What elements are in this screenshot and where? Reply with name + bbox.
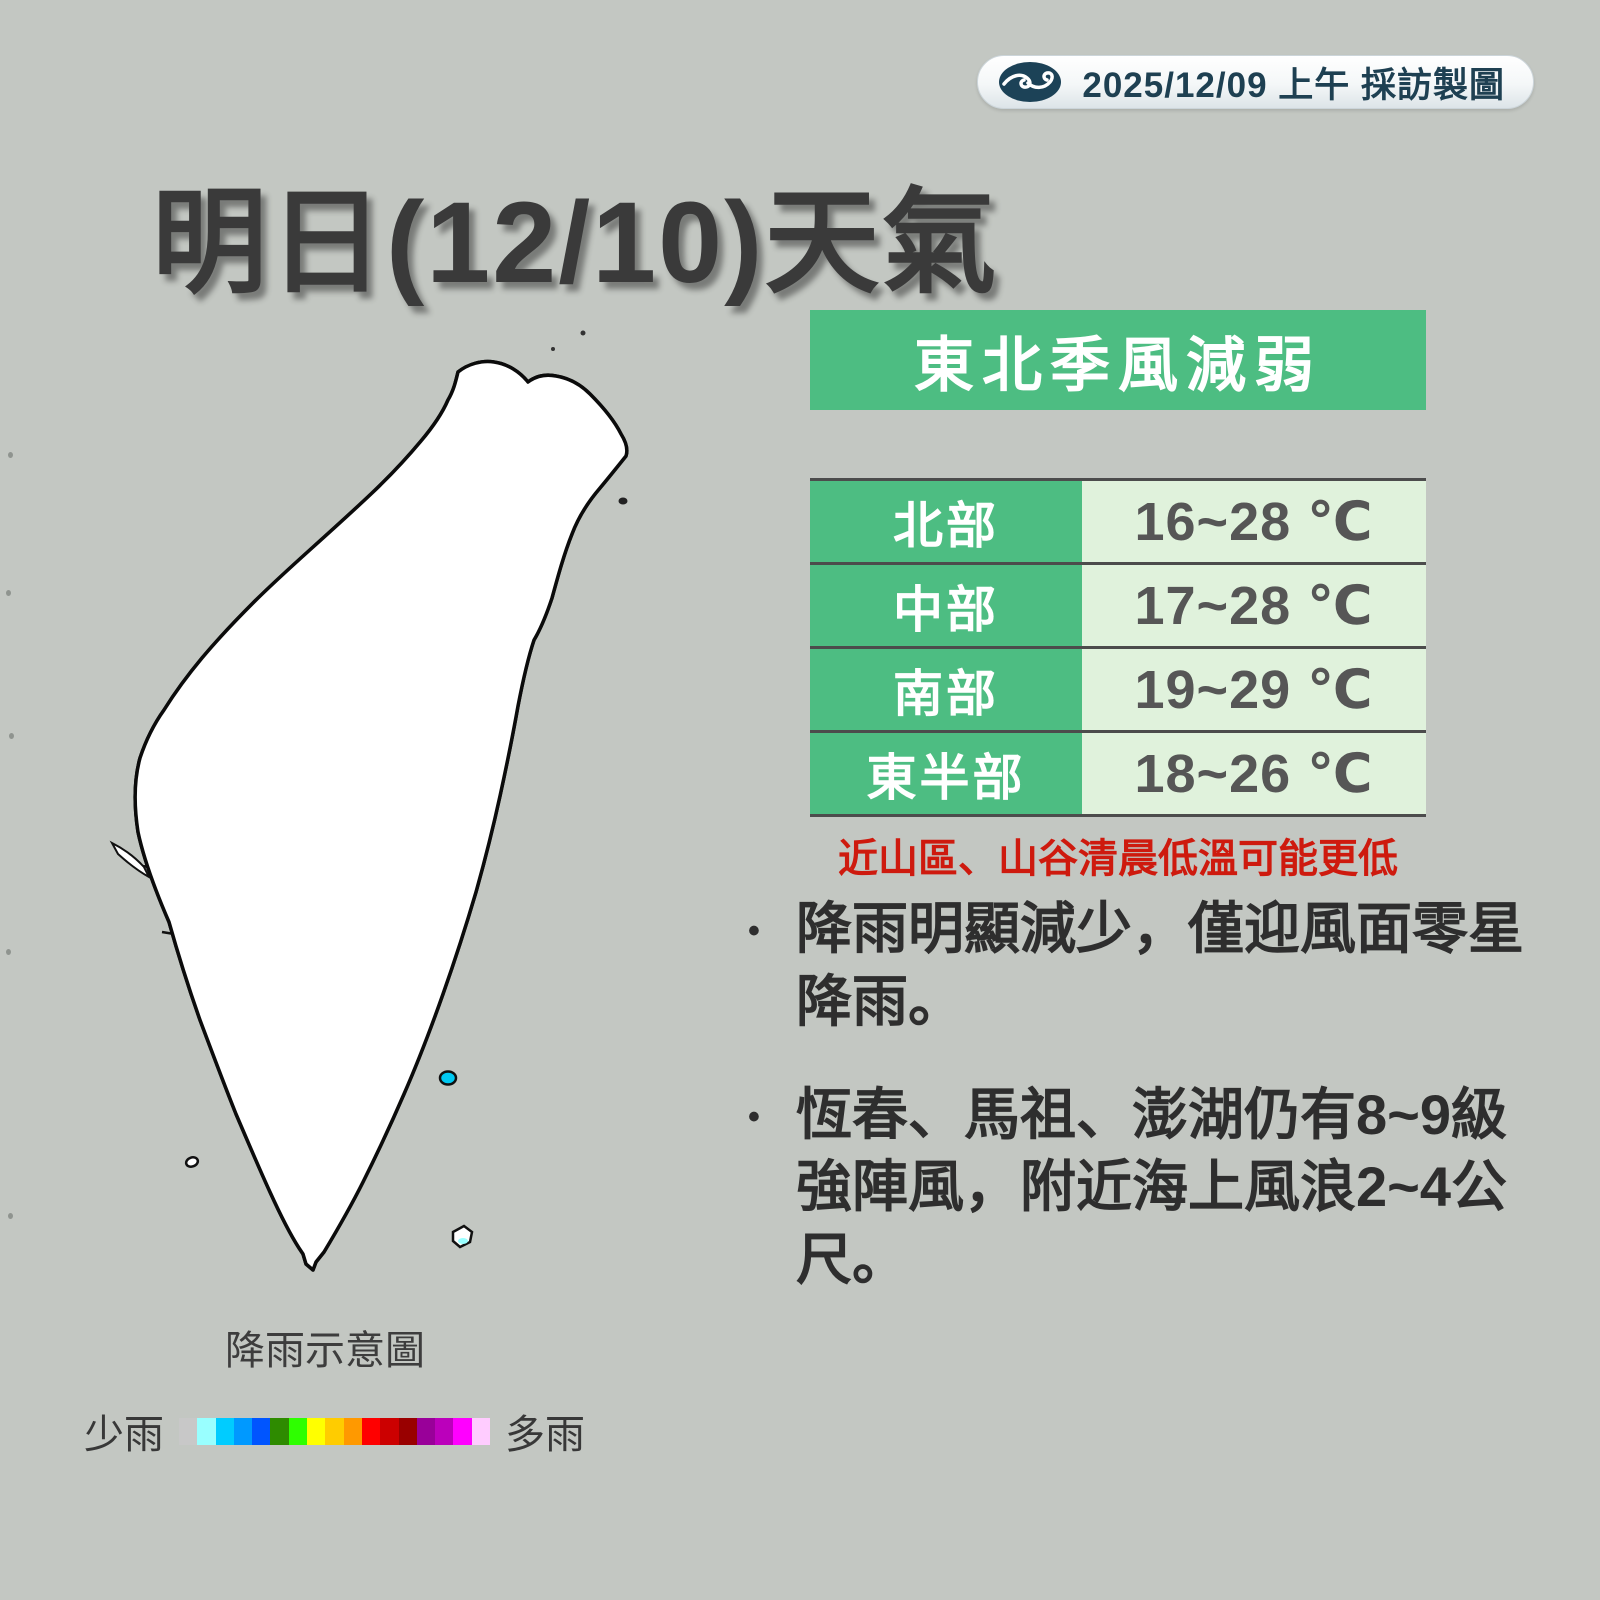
legend-swatch — [307, 1417, 326, 1445]
temp-range: 17~28 ℃ — [1082, 565, 1426, 646]
taiwan-rain-map — [70, 320, 710, 1320]
badge-date-text: 2025/12/09 上午 採訪製圖 — [1082, 65, 1505, 105]
map-edge-tick — [6, 949, 11, 955]
forecast-bullets: • 降雨明顯減少，僅迎風面零星降雨。 • 恆春、馬祖、澎湖仍有8~9級強陣風，附… — [748, 893, 1526, 1337]
legend-swatch — [471, 1417, 491, 1445]
legend-more-label: 多雨 — [505, 1413, 586, 1457]
legend-swatch — [325, 1417, 344, 1445]
region-label: 南部 — [810, 649, 1082, 730]
temp-range: 19~29 ℃ — [1082, 649, 1426, 730]
region-label: 東半部 — [810, 733, 1082, 814]
bullet-item: • 降雨明顯減少，僅迎風面零星降雨。 — [748, 893, 1526, 1039]
sandbar-islet — [109, 840, 152, 880]
xiaoliuqiu-island — [184, 1156, 200, 1168]
temp-range: 16~28 ℃ — [1082, 481, 1426, 562]
legend-swatch — [435, 1417, 454, 1445]
map-edge-tick — [6, 590, 11, 596]
legend-swatch — [398, 1417, 417, 1445]
bullet-text: 降雨明顯減少，僅迎風面零星降雨。 — [796, 897, 1524, 1033]
turtle-island — [618, 497, 628, 505]
bullet-item: • 恆春、馬祖、澎湖仍有8~9級強陣風，附近海上風浪2~4公尺。 — [748, 1079, 1526, 1297]
legend-swatch — [288, 1417, 308, 1445]
table-row: 南部 19~29 ℃ — [810, 646, 1426, 730]
bullet-icon: • — [748, 1097, 760, 1136]
table-row: 東半部 18~26 ℃ — [810, 730, 1426, 814]
legend-swatch — [270, 1417, 289, 1445]
table-row: 中部 17~28 ℃ — [810, 562, 1426, 646]
legend-swatch — [361, 1417, 381, 1445]
legend-swatch — [197, 1417, 216, 1445]
page-title: 明日(12/10)天氣 — [152, 179, 999, 307]
date-badge: 2025/12/09 上午 採訪製圖 — [977, 55, 1534, 109]
legend-swatch — [343, 1417, 362, 1445]
coastline-stroke — [133, 359, 629, 1272]
temp-range: 18~26 ℃ — [1082, 733, 1426, 814]
orchid-island-rain — [458, 1238, 468, 1244]
map-edge-tick — [8, 452, 13, 458]
legend-less-label: 少雨 — [84, 1413, 164, 1457]
bullet-icon: • — [748, 912, 760, 950]
legend-swatch — [416, 1417, 436, 1445]
legend-swatch — [215, 1417, 234, 1445]
legend-swatch — [233, 1417, 253, 1445]
offshore-islands — [109, 330, 628, 1249]
rain-legend: 降雨示意圖 少雨 多雨 — [84, 1318, 585, 1460]
green-island — [438, 1070, 458, 1086]
map-edge-tick — [9, 733, 14, 739]
legend-swatch — [252, 1417, 271, 1445]
islet-dot — [551, 347, 555, 351]
low-temp-note: 近山區、山谷清晨低溫可能更低 — [838, 837, 1398, 881]
legend-swatch — [179, 1417, 198, 1445]
map-edge-tick — [8, 1213, 13, 1219]
cwa-logo-icon — [999, 62, 1062, 102]
region-label: 中部 — [810, 565, 1082, 646]
rain-color-scale — [179, 1417, 491, 1445]
legend-swatch — [380, 1417, 399, 1445]
bullet-text: 恆春、馬祖、澎湖仍有8~9級強陣風，附近海上風浪2~4公尺。 — [796, 1082, 1507, 1292]
legend-title: 降雨示意圖 — [225, 1329, 425, 1373]
temperature-table: 北部 16~28 ℃ 中部 17~28 ℃ 南部 19~29 ℃ 東半部 18~… — [810, 478, 1426, 817]
legend-swatch — [453, 1417, 472, 1445]
table-row: 北部 16~28 ℃ — [810, 481, 1426, 562]
region-label: 北部 — [810, 481, 1082, 562]
weather-condition-banner: 東北季風減弱 — [810, 310, 1426, 410]
islet-dot — [580, 330, 586, 336]
